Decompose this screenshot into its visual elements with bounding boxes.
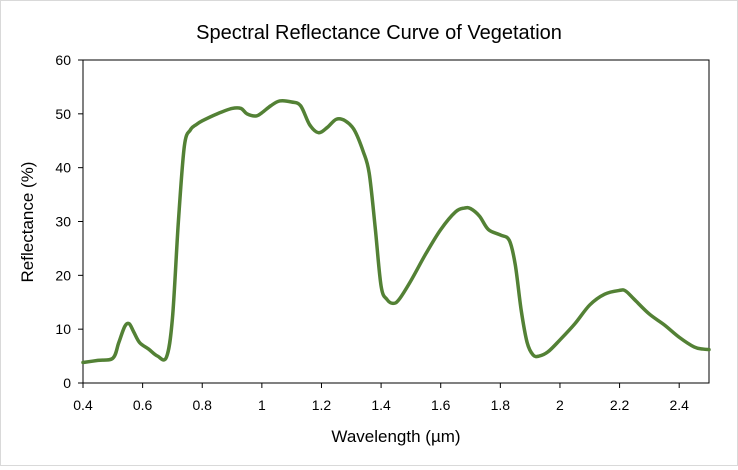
x-tick-label: 1 [258,397,266,413]
x-axis-ticks: 0.4 0.6 0.8 1 1.2 1.4 1.6 1.8 2 2.2 2.4 [73,383,689,413]
y-tick-label: 40 [55,160,71,176]
y-tick-label: 10 [55,321,71,337]
x-tick-label: 1.8 [491,397,511,413]
x-tick-label: 1.4 [371,397,391,413]
y-axis-label: Reflectance (%) [18,162,37,283]
x-tick-label: 2.4 [669,397,689,413]
y-tick-label: 30 [55,214,71,230]
y-tick-label: 20 [55,267,71,283]
x-tick-label: 1.2 [312,397,332,413]
y-tick-label: 50 [55,106,71,122]
x-tick-label: 2 [556,397,564,413]
y-tick-label: 0 [63,375,71,391]
x-tick-label: 2.2 [610,397,630,413]
x-tick-label: 0.8 [193,397,213,413]
x-axis-label: Wavelength (µm) [331,427,460,446]
y-axis-ticks: 0 10 20 30 40 50 60 [55,52,83,391]
x-tick-label: 0.4 [73,397,93,413]
y-tick-label: 60 [55,52,71,68]
chart-title: Spectral Reflectance Curve of Vegetation [196,22,562,44]
vegetation-reflectance-line [81,98,711,365]
x-tick-label: 0.6 [133,397,153,413]
x-tick-label: 1.6 [431,397,451,413]
